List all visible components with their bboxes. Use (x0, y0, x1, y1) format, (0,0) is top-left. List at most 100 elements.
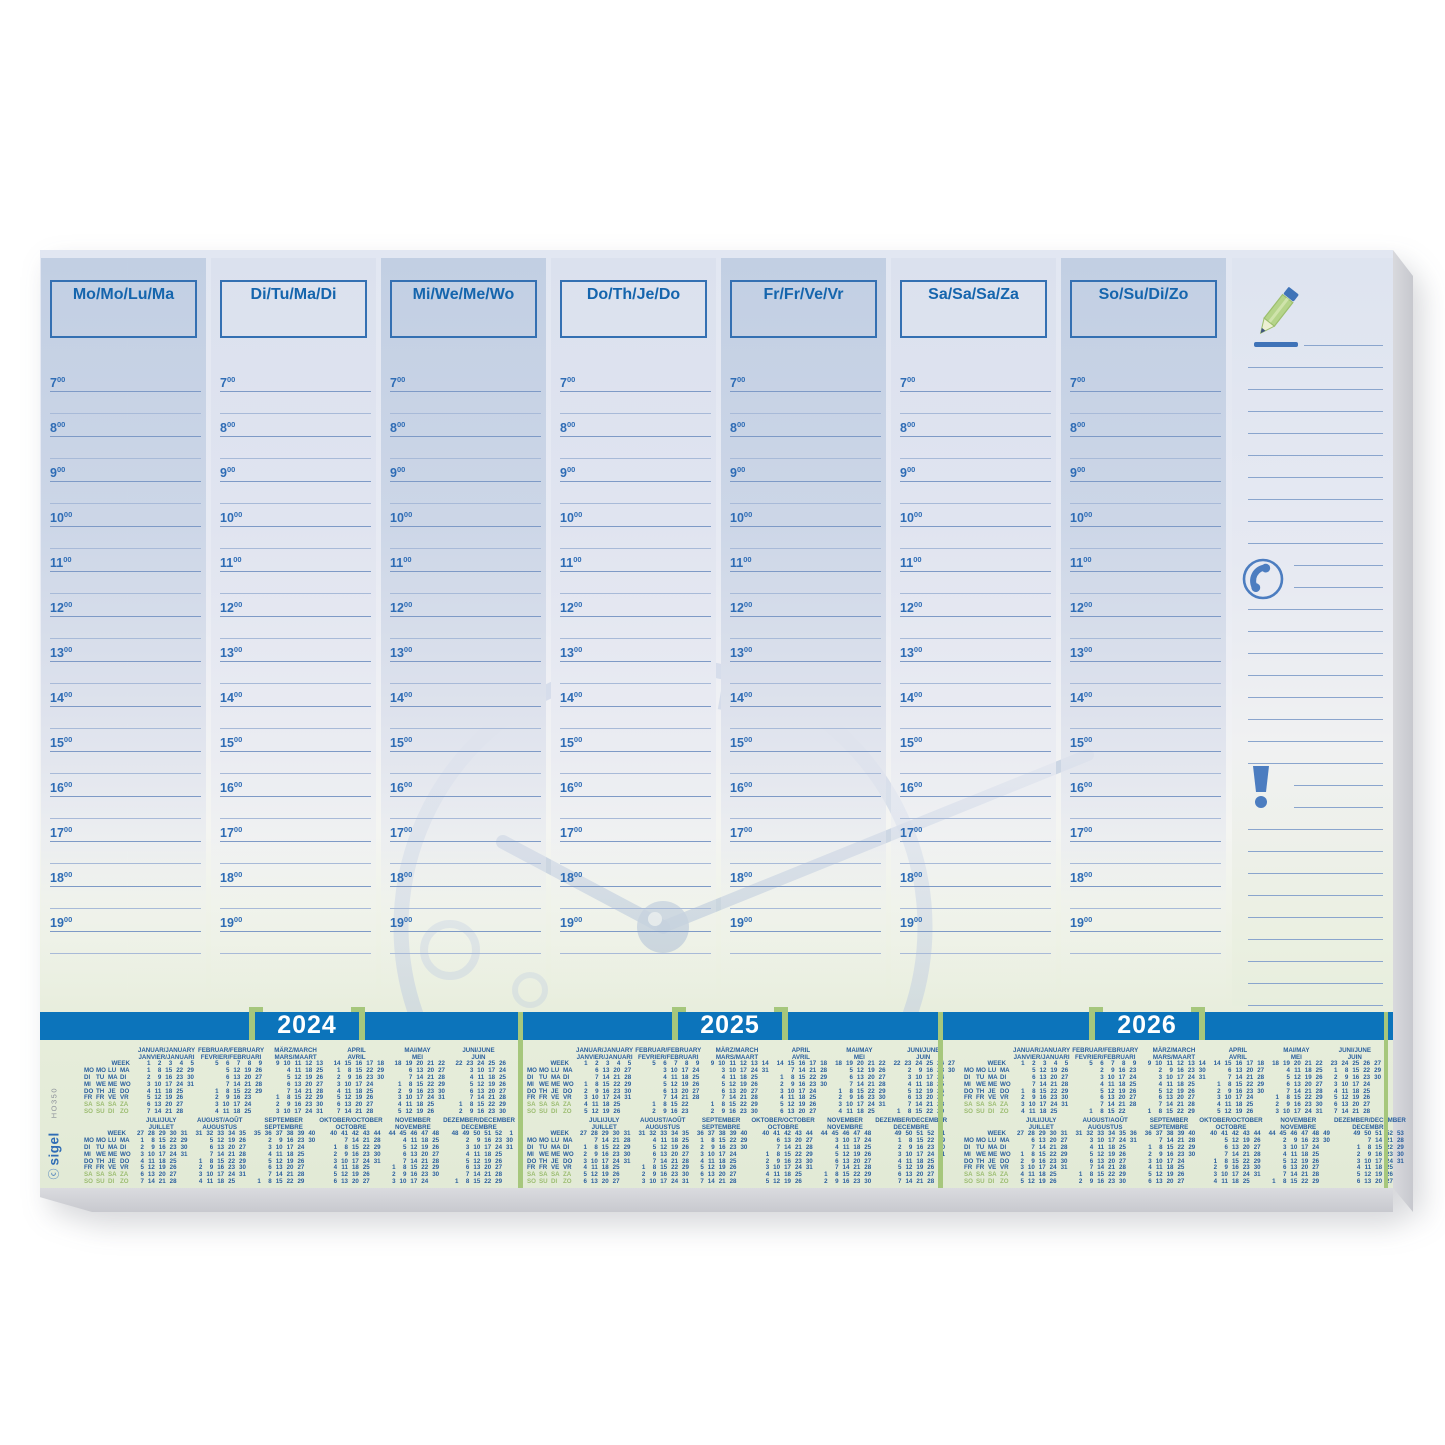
date-cell: 9 (344, 1150, 348, 1158)
date-cell: 28 (1396, 1136, 1404, 1144)
date-cell: 16 (410, 1171, 418, 1179)
month-mai: MAI/MAY MEI 18 19 20 21 22 6 13 20 27 7 14 21 28 1 8 15 22… (387, 1047, 448, 1116)
date-cell: 8 (776, 1150, 781, 1158)
date-cell: 8 (1032, 1087, 1036, 1095)
date-cell: 9 (469, 1108, 474, 1116)
date-cell (1393, 1172, 1404, 1179)
date-cell: 18 (681, 1073, 689, 1081)
half-hour-line (560, 773, 711, 774)
date-cell: 41 (1221, 1130, 1228, 1137)
date-cell: 8 (849, 1087, 853, 1095)
date-cell: 8 (1344, 1066, 1349, 1074)
hour-line (900, 571, 1051, 572)
month-grid: 14 15 16 17 18 6 13 20 27 7 14 21 28 1 8 15 22 29 2 9 16 23 30… (1210, 1060, 1266, 1116)
date-cell: 24 (477, 1060, 485, 1067)
date-cell: 24 (362, 1157, 370, 1165)
date-cell: 12 (147, 1164, 155, 1172)
month-header-line2: FEVRIER/FEBRUARI (637, 1053, 699, 1061)
date-cell: 27 (692, 1087, 700, 1095)
date-cell: 13 (217, 1143, 225, 1151)
date-cell (1195, 1095, 1206, 1102)
date-cell: 25 (750, 1073, 758, 1081)
date-cell (1195, 1089, 1206, 1096)
date-cell: 18 (718, 1157, 726, 1165)
date-cell (736, 1159, 747, 1166)
date-cell: 26 (366, 1094, 374, 1102)
weekday-label-row: MO MO LU MA (964, 1067, 1012, 1075)
date-cell: 19 (355, 1094, 363, 1102)
month-header-line1: MAI/MAY (846, 1047, 873, 1054)
hour-line (730, 931, 881, 932)
date-cell: 24 (915, 1060, 923, 1067)
date-cell: 11 (773, 1171, 781, 1179)
date-cell: 8 (835, 1171, 839, 1179)
date-cell: 14 (707, 1178, 715, 1186)
date-cell: 7 (1159, 1136, 1163, 1144)
weekday-code: MO (96, 1136, 106, 1144)
weekday-code: DI (527, 1143, 534, 1151)
date-cell: 9 (1224, 1164, 1228, 1172)
date-cell: 11 (206, 1178, 214, 1186)
date-cell: 31 (624, 1094, 632, 1102)
date-cell: 16 (926, 1066, 934, 1074)
month-header-line2: OCTOBRE (1215, 1123, 1247, 1131)
date-cell: 25 (1312, 1150, 1320, 1158)
half-hour-line (1070, 593, 1221, 594)
date-cell: 27 (1129, 1094, 1137, 1102)
date-cell: 26 (1061, 1066, 1069, 1074)
weekday-code: MO (976, 1136, 986, 1144)
month-header-line2: FEVRIER/FEBRUARI (1074, 1053, 1136, 1061)
date-cell: 15 (351, 1143, 359, 1151)
date-cell (1319, 1145, 1330, 1152)
weekday-code: MO (539, 1136, 549, 1144)
hour-line (50, 841, 201, 842)
notes-line (1248, 741, 1383, 742)
date-cell: 11 (905, 1157, 913, 1165)
date-cell (250, 1165, 261, 1172)
date-cell: 40 (1188, 1130, 1196, 1137)
date-cell: 10 (1097, 1136, 1105, 1144)
date-cell: 3 (146, 1080, 151, 1088)
date-cell: 12 (1027, 1178, 1035, 1186)
date-cell: 20 (1242, 1143, 1250, 1151)
hour-line (220, 481, 371, 482)
date-cell: 2 (641, 1171, 646, 1179)
time-label: 900 (560, 465, 576, 481)
date-cell: 48 (864, 1130, 872, 1137)
time-label: 1300 (730, 645, 753, 661)
date-cell: 20 (1304, 1080, 1312, 1088)
date-cell: 22 (427, 1080, 435, 1088)
date-cell: 25 (1352, 1060, 1360, 1067)
half-hour-line (730, 593, 881, 594)
date-cell: 3 (584, 1094, 588, 1102)
weekday-code: JE (988, 1157, 996, 1165)
date-cell: 16 (1176, 1066, 1184, 1074)
date-cell: 16 (729, 1108, 736, 1116)
date-cell: 14 (776, 1060, 784, 1067)
date-cell: 9 (1286, 1101, 1290, 1109)
date-cell: 28 (1060, 1143, 1068, 1151)
date-cell (502, 1165, 513, 1172)
hour-line (390, 751, 541, 752)
date-cell: 8 (907, 1108, 912, 1116)
date-cell (269, 1075, 280, 1082)
date-cell: 26 (1363, 1060, 1371, 1067)
month-header-line1: JUNI/JUNE (1338, 1047, 1371, 1054)
month-grid: 18 19 20 21 22 5 12 19 26 6 13 20 27 7 14 21 28 1 8 15 22 29 2… (831, 1060, 887, 1116)
